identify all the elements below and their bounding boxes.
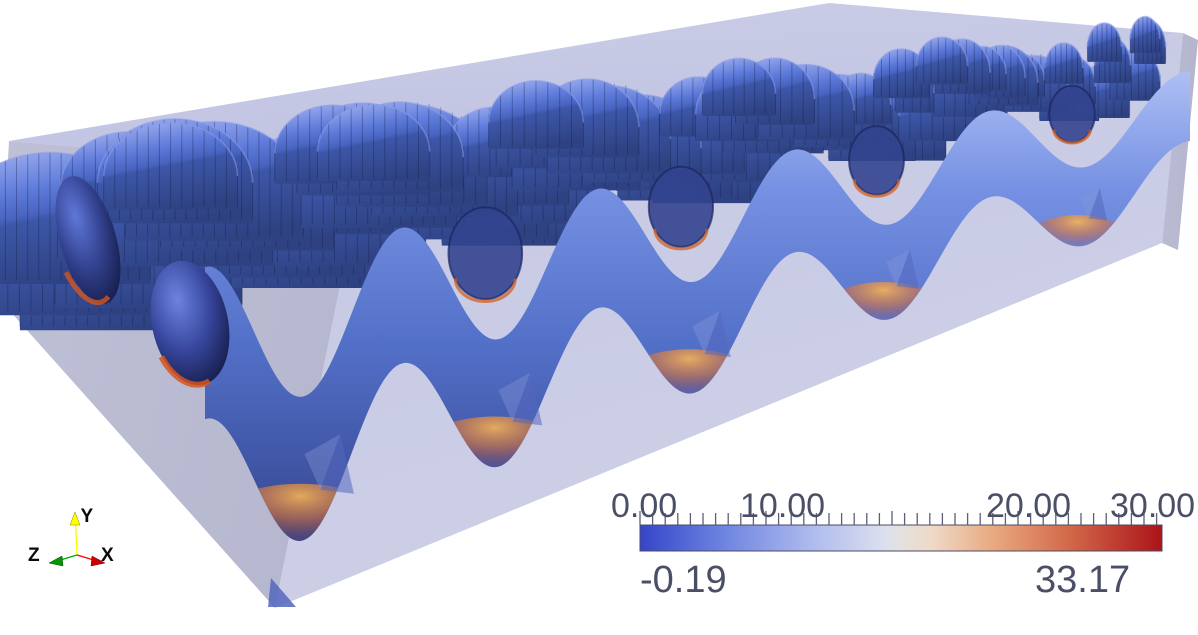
svg-text:-0.19: -0.19 [640,559,727,601]
svg-text:Z: Z [28,545,40,566]
svg-text:20.00: 20.00 [986,487,1071,525]
svg-text:Y: Y [81,506,94,527]
svg-text:X: X [101,545,114,566]
svg-text:30.00: 30.00 [1110,487,1195,525]
svg-text:10.00: 10.00 [740,487,825,525]
svg-text:0.00: 0.00 [611,487,677,525]
svg-text:33.17: 33.17 [1035,559,1130,601]
